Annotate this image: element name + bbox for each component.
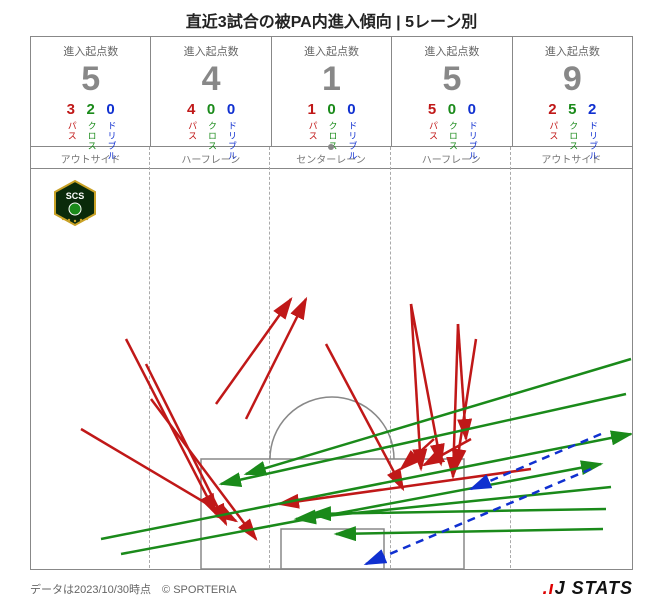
lane-col-4: 進入起点数 9 2パス 5クロス 2ドリブル	[513, 37, 632, 146]
team-badge-icon: SCS	[51, 179, 99, 227]
footer: データは2023/10/30時点 © SPORTERIA .ıJ STATS	[30, 578, 633, 599]
lane-col-0: 進入起点数 5 3パス 2クロス 0ドリブル	[31, 37, 151, 146]
chart-container: 進入起点数 5 3パス 2クロス 0ドリブル 進入起点数 4 4パス 0クロス …	[30, 36, 633, 570]
footer-text: データは2023/10/30時点 © SPORTERIA	[30, 581, 237, 597]
lane-col-3: 進入起点数 5 5パス 0クロス 0ドリブル	[392, 37, 512, 146]
chart-title: 直近3試合の被PA内進入傾向 | 5レーン別	[0, 0, 663, 38]
lane-total: 5	[81, 61, 100, 98]
lane-col-1: 進入起点数 4 4パス 0クロス 0ドリブル	[151, 37, 271, 146]
pitch-area: SCS	[31, 169, 632, 569]
entry-arrow	[458, 324, 466, 439]
pitch-svg	[31, 169, 632, 569]
lane-names-row: アウトサイド ハーフレーン センターレーン ハーフレーン アウトサイド	[31, 147, 632, 169]
arrows-group	[81, 299, 631, 564]
lane-stats-header: 進入起点数 5 3パス 2クロス 0ドリブル 進入起点数 4 4パス 0クロス …	[31, 37, 632, 147]
entry-arrow	[81, 429, 236, 521]
entry-arrow	[121, 464, 601, 554]
lane-name-4: アウトサイド	[512, 147, 632, 168]
entry-arrow	[246, 299, 306, 419]
entry-arrow	[456, 339, 476, 469]
lane-name-1: ハーフレーン	[151, 147, 271, 168]
lane-col-2: 進入起点数 1 1パス 0クロス 0ドリブル	[272, 37, 392, 146]
lane-name-0: アウトサイド	[31, 147, 151, 168]
lane-name-2: センターレーン	[271, 147, 391, 168]
badge-text: SCS	[66, 191, 85, 201]
entry-arrow	[326, 344, 403, 489]
lane-name-3: ハーフレーン	[392, 147, 512, 168]
center-dot-icon	[328, 144, 334, 150]
starts-label: 進入起点数	[63, 43, 118, 59]
jstats-logo: .ıJ STATS	[543, 578, 633, 599]
